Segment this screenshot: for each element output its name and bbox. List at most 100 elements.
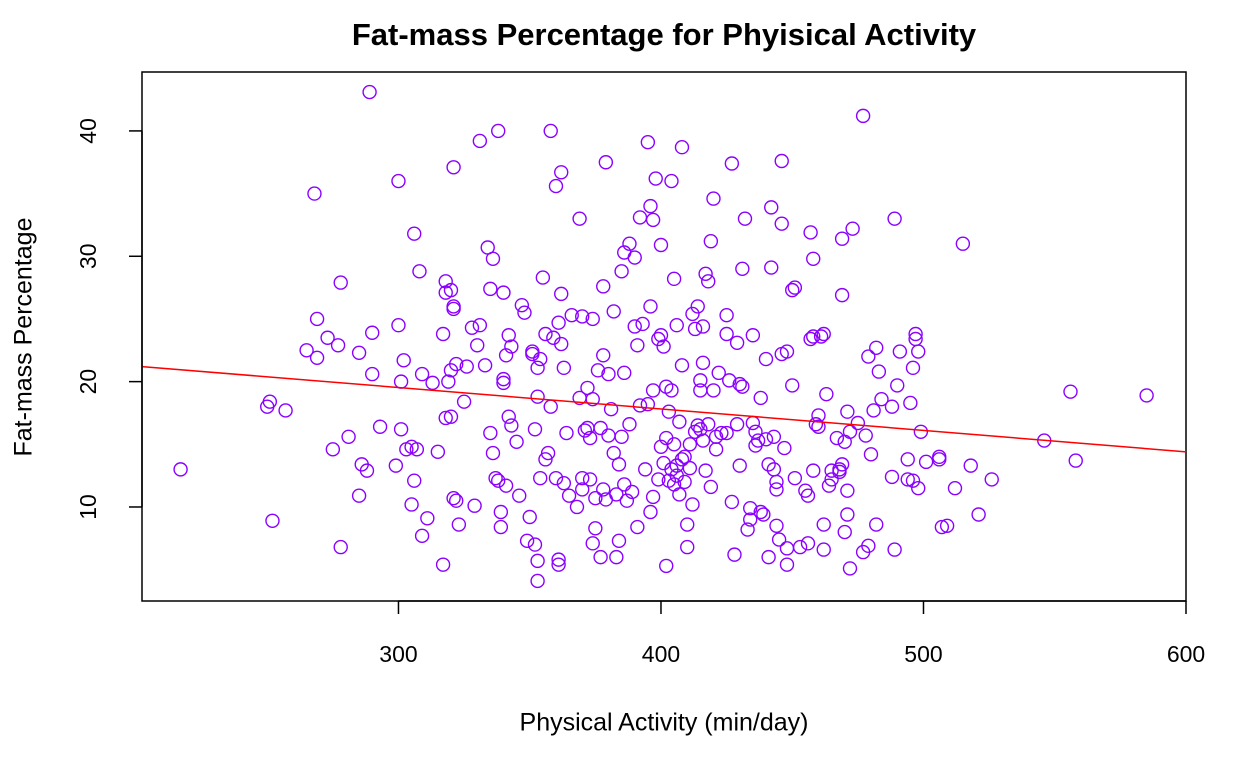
scatter-point — [913, 424, 929, 439]
scatter-point — [643, 198, 658, 214]
scatter-point — [593, 420, 608, 436]
scatter-point — [446, 491, 461, 506]
scatter-point — [706, 191, 721, 206]
scatter-point — [806, 463, 821, 478]
scatter-point — [414, 528, 430, 544]
scatter-point — [443, 409, 459, 424]
scatter-point — [753, 390, 768, 406]
scatter-point — [785, 282, 800, 298]
scatter-point — [265, 513, 280, 528]
scatter-point — [643, 504, 658, 520]
scatter-point — [761, 457, 776, 472]
scatter-point — [866, 403, 881, 418]
scatter-point — [438, 274, 453, 289]
scatter-point — [653, 328, 669, 343]
scatter-point — [680, 539, 695, 555]
scatter-point — [598, 155, 614, 170]
scatter-point — [622, 236, 637, 251]
scatter-point — [554, 165, 569, 180]
scatter-point — [585, 391, 600, 407]
y-axis-label: Fat-mass Percentage — [10, 218, 38, 457]
scatter-point — [330, 338, 346, 353]
scatter-point — [582, 472, 598, 487]
scatter-point — [651, 331, 666, 347]
scatter-point — [777, 440, 792, 456]
scatter-point — [661, 404, 677, 419]
scatter-point — [934, 519, 950, 535]
scatter-point — [682, 460, 698, 476]
scatter-point — [351, 488, 367, 503]
scatter-point — [698, 266, 713, 282]
scatter-point — [834, 231, 850, 246]
scatter-point — [674, 140, 690, 155]
scatter-point — [911, 344, 926, 359]
scatter-point — [764, 200, 779, 215]
scatter-point — [787, 280, 803, 295]
scatter-point — [464, 320, 480, 335]
scatter-point — [554, 336, 569, 352]
scatter-point — [761, 549, 776, 565]
scatter-point — [690, 418, 705, 433]
scatter-point — [645, 489, 661, 505]
scatter-point — [787, 470, 803, 486]
scatter-point — [874, 391, 889, 407]
scatter-point — [501, 328, 516, 343]
scatter-point — [779, 557, 795, 572]
scatter-point — [890, 378, 905, 393]
scatter-point — [407, 226, 422, 241]
scatter-point — [656, 339, 671, 354]
scatter-point — [806, 251, 821, 266]
scatter-point — [388, 458, 404, 473]
scatter-point — [572, 211, 587, 226]
scatter-point — [666, 437, 682, 452]
scatter-point — [365, 366, 380, 382]
scatter-point — [855, 108, 871, 124]
scatter-point — [430, 444, 446, 460]
scatter-point — [617, 365, 632, 381]
scatter-point — [496, 371, 511, 387]
scatter-point — [748, 424, 763, 439]
scatter-point — [404, 497, 419, 512]
scatter-point — [771, 532, 787, 547]
x-axis-label: Physical Activity (min/day) — [520, 709, 809, 737]
scatter-point — [467, 498, 482, 513]
scatter-point — [724, 156, 740, 171]
scatter-point — [512, 488, 527, 503]
scatter-point — [769, 474, 784, 490]
scatter-point — [446, 160, 461, 175]
scatter-point — [341, 429, 356, 444]
scatter-point — [664, 383, 679, 398]
scatter-point — [575, 309, 590, 324]
scatter-point — [669, 318, 684, 333]
scatter-point — [477, 358, 493, 373]
scatter-point — [611, 533, 627, 549]
scatter-point — [543, 123, 558, 139]
scatter-point — [569, 499, 585, 515]
scatter-point — [685, 306, 700, 322]
scatter-point — [491, 123, 506, 139]
scatter-point — [682, 437, 698, 452]
scatter-point — [614, 429, 629, 444]
scatter-point — [764, 260, 779, 275]
scatter-point — [501, 409, 516, 424]
scatter-point — [551, 552, 566, 567]
scatter-point — [690, 299, 705, 314]
scatter-point — [530, 553, 545, 569]
scatter-point — [393, 422, 409, 437]
scatter-point — [887, 542, 902, 557]
scatter-point — [325, 442, 341, 457]
scatter-point — [365, 325, 380, 340]
scatter-point — [737, 211, 753, 226]
y-tick-label: 10 — [75, 494, 101, 520]
scatter-point — [816, 326, 831, 342]
scatter-point — [803, 331, 818, 347]
scatter-point — [627, 250, 642, 265]
scatter-point — [517, 305, 532, 320]
scatter-point — [861, 349, 876, 364]
scatter-point — [900, 472, 915, 487]
scatter-point — [706, 383, 721, 398]
scatter-point — [496, 285, 511, 300]
scatter-point — [535, 270, 551, 285]
scatter-point — [674, 452, 690, 467]
scatter-point — [813, 329, 829, 344]
